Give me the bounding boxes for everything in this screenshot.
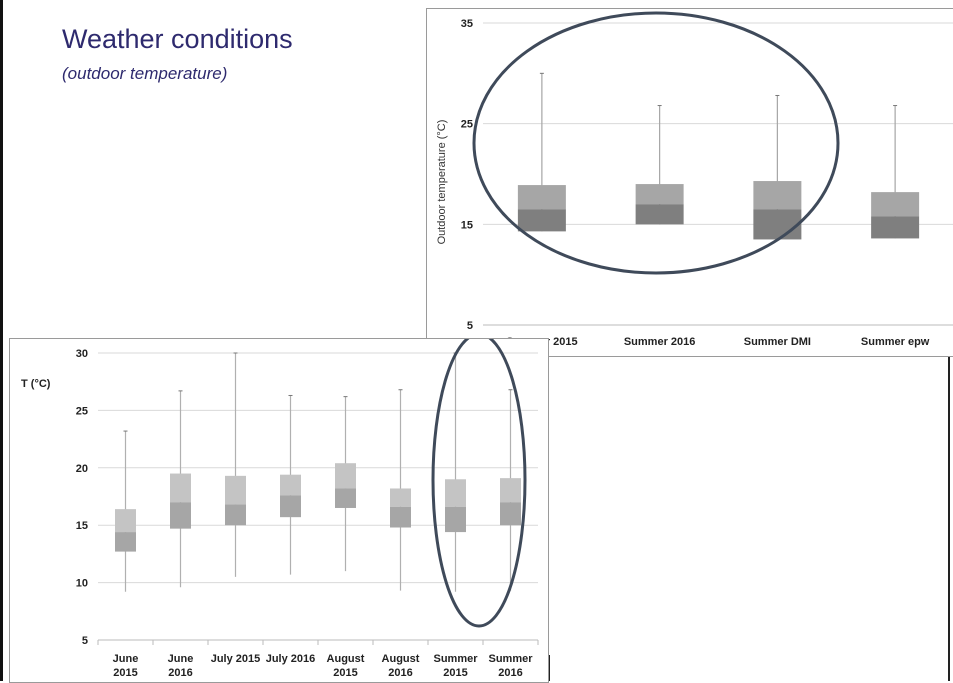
x-tick-label: 2016 (168, 667, 192, 679)
highlight-ellipse (472, 11, 840, 275)
box-lower (170, 502, 191, 529)
box-upper (517, 185, 566, 210)
slide-subtitle: (outdoor temperature) (62, 64, 228, 83)
x-tick-label: July 2016 (266, 653, 316, 665)
x-tick-label: June (168, 653, 194, 665)
y-tick-label: 25 (461, 119, 473, 131)
highlight-ellipse (431, 339, 527, 628)
x-tick-label: 2016 (388, 667, 412, 679)
box-upper (170, 473, 191, 503)
x-tick-label: 2015 (443, 667, 467, 679)
outdoor-temperature-chart: 5 15 25 35 Outdoor temperature (°C) Summer 20… (426, 8, 953, 357)
y-tick-label: 20 (76, 463, 88, 475)
box-lower (871, 216, 920, 239)
box-upper (753, 181, 802, 210)
box-upper (115, 509, 136, 533)
box-lower (280, 495, 301, 518)
box-lower (635, 204, 684, 225)
box-upper (445, 479, 466, 507)
slide-border-mid (548, 655, 550, 681)
x-tick-label: Summer epw (861, 336, 930, 348)
x-tick-label: 2016 (498, 667, 522, 679)
box-lower (335, 488, 356, 508)
x-tick-label: Summer (433, 653, 478, 665)
box-upper (390, 488, 411, 507)
x-tick-label: July 2015 (211, 653, 261, 665)
x-tick-label: June (113, 653, 139, 665)
y-tick-label: 10 (76, 578, 88, 590)
slide-title: Weather conditions (62, 24, 293, 54)
box-upper (335, 463, 356, 489)
box-lower (445, 506, 466, 533)
y-tick-label: 30 (76, 348, 88, 360)
y-axis-label: Outdoor temperature (°C) (436, 120, 448, 245)
box-upper (280, 474, 301, 496)
box-lower (115, 532, 136, 552)
monthly-temperature-chart: 5 10 15 20 25 30 T (°C) June 2015 June 2016 July 20… (9, 338, 549, 683)
box-upper (871, 192, 920, 217)
outdoor-temperature-svg: 5 15 25 35 Outdoor temperature (°C) Summer 20… (436, 11, 953, 348)
box-lower (225, 504, 246, 526)
box-lower (517, 209, 566, 232)
x-tick-label: Summer (488, 653, 533, 665)
x-tick-label: August (327, 653, 365, 665)
x-tick-label: 2015 (333, 667, 357, 679)
y-tick-label: 5 (82, 635, 88, 647)
slide-border-left (0, 0, 3, 681)
slide-border-right (948, 355, 950, 681)
monthly-temperature-svg: 5 10 15 20 25 30 T (°C) June 2015 June 2016 July 20… (21, 339, 539, 679)
y-tick-label: 5 (467, 320, 473, 332)
x-tick-label: 2015 (113, 667, 137, 679)
box-upper (500, 478, 521, 503)
box-lower (753, 209, 802, 240)
y-axis-label: T (°C) (21, 378, 51, 390)
x-tick-label: August (382, 653, 420, 665)
box-lower (500, 502, 521, 526)
y-tick-label: 15 (76, 520, 88, 532)
box-lower (390, 506, 411, 528)
x-tick-label: Summer 2016 (624, 336, 696, 348)
y-tick-label: 25 (76, 405, 88, 417)
x-tick-label: Summer DMI (744, 336, 811, 348)
y-tick-label: 35 (461, 18, 473, 30)
box-upper (225, 475, 246, 505)
y-tick-label: 15 (461, 219, 473, 231)
box-upper (635, 184, 684, 205)
